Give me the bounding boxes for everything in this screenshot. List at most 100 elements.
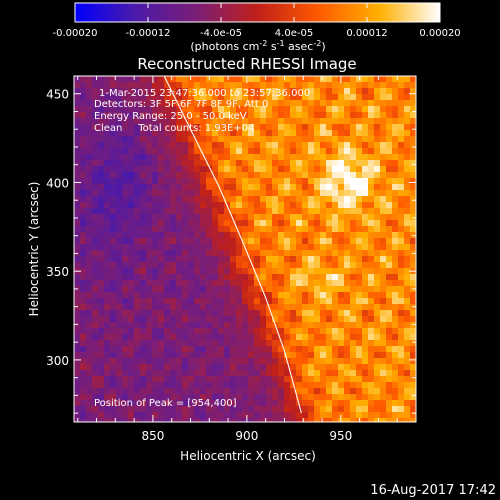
heatmap-cell: [224, 244, 231, 251]
heatmap-cell: [146, 316, 153, 323]
heatmap-cell: [200, 154, 207, 161]
heatmap-cell: [176, 166, 183, 173]
heatmap-cell: [302, 94, 309, 101]
heatmap-cell: [332, 220, 339, 227]
heatmap-cell: [188, 328, 195, 335]
heatmap-cell: [236, 268, 243, 275]
heatmap-cell: [140, 142, 147, 149]
heatmap-cell: [98, 112, 105, 119]
heatmap-cell: [296, 142, 303, 149]
heatmap-cell: [248, 214, 255, 221]
heatmap-cell: [194, 400, 201, 407]
heatmap-cell: [158, 154, 165, 161]
heatmap-cell: [80, 394, 87, 401]
heatmap-cell: [98, 142, 105, 149]
heatmap-cell: [254, 262, 261, 269]
heatmap-cell: [254, 328, 261, 335]
heatmap-cell: [224, 256, 231, 263]
heatmap-cell: [170, 100, 177, 107]
heatmap-cell: [176, 334, 183, 341]
heatmap-cell: [122, 148, 129, 155]
heatmap-cell: [314, 304, 321, 311]
heatmap-cell: [116, 268, 123, 275]
heatmap-cell: [236, 406, 243, 413]
heatmap-cell: [194, 106, 201, 113]
heatmap-cell: [128, 316, 135, 323]
heatmap-cell: [176, 118, 183, 125]
heatmap-cell: [206, 388, 213, 395]
heatmap-cell: [86, 106, 93, 113]
heatmap-cell: [212, 112, 219, 119]
heatmap-cell: [122, 370, 129, 377]
heatmap-cell: [332, 340, 339, 347]
heatmap-cell: [98, 166, 105, 173]
heatmap-cell: [398, 274, 405, 281]
heatmap-cell: [332, 148, 339, 155]
heatmap-cell: [92, 142, 99, 149]
heatmap-cell: [134, 124, 141, 131]
heatmap-cell: [128, 364, 135, 371]
heatmap-cell: [92, 208, 99, 215]
heatmap-cell: [74, 346, 81, 353]
heatmap-cell: [146, 94, 153, 101]
heatmap-cell: [248, 358, 255, 365]
heatmap-cell: [116, 130, 123, 137]
heatmap-cell: [164, 208, 171, 215]
heatmap-cell: [182, 184, 189, 191]
heatmap-cell: [152, 418, 159, 422]
heatmap-cell: [254, 250, 261, 257]
heatmap-cell: [368, 130, 375, 137]
heatmap-cell: [236, 190, 243, 197]
heatmap-cell: [320, 280, 327, 287]
heatmap-cell: [254, 268, 261, 275]
heatmap-cell: [266, 178, 273, 185]
heatmap-cell: [80, 322, 87, 329]
heatmap-cell: [308, 202, 315, 209]
heatmap-cell: [380, 292, 387, 299]
heatmap-cell: [86, 202, 93, 209]
heatmap-cell: [134, 346, 141, 353]
heatmap-cell: [236, 118, 243, 125]
heatmap-cell: [386, 274, 393, 281]
heatmap-cell: [188, 304, 195, 311]
heatmap-cell: [410, 196, 416, 203]
heatmap-cell: [74, 226, 81, 233]
heatmap-cell: [290, 124, 297, 131]
heatmap-cell: [296, 334, 303, 341]
heatmap-cell: [188, 274, 195, 281]
heatmap-cell: [302, 112, 309, 119]
heatmap-cell: [356, 178, 363, 185]
heatmap-cell: [344, 412, 351, 419]
heatmap-cell: [116, 346, 123, 353]
heatmap-cell: [146, 406, 153, 413]
heatmap-cell: [380, 280, 387, 287]
heatmap-cell: [170, 88, 177, 95]
heatmap-cell: [152, 292, 159, 299]
heatmap-cell: [122, 298, 129, 305]
heatmap-cell: [80, 280, 87, 287]
heatmap-cell: [230, 172, 237, 179]
heatmap-cell: [200, 142, 207, 149]
heatmap-cell: [344, 76, 351, 83]
heatmap-cell: [284, 136, 291, 143]
heatmap-cell: [296, 388, 303, 395]
heatmap-cell: [164, 142, 171, 149]
colorbar-tick-label: 0.00012: [346, 28, 387, 39]
heatmap-cell: [314, 358, 321, 365]
heatmap-cell: [356, 322, 363, 329]
heatmap-cell: [224, 184, 231, 191]
heatmap-cell: [116, 400, 123, 407]
heatmap-cell: [206, 376, 213, 383]
heatmap-cell: [116, 124, 123, 131]
heatmap-cell: [170, 196, 177, 203]
heatmap-cell: [158, 202, 165, 209]
heatmap-cell: [86, 178, 93, 185]
heatmap-cell: [290, 244, 297, 251]
heatmap-cell: [104, 280, 111, 287]
heatmap-cell: [176, 202, 183, 209]
heatmap-cell: [386, 250, 393, 257]
heatmap-cell: [302, 202, 309, 209]
heatmap-cell: [146, 412, 153, 419]
heatmap-cell: [254, 190, 261, 197]
heatmap-cell: [284, 100, 291, 107]
